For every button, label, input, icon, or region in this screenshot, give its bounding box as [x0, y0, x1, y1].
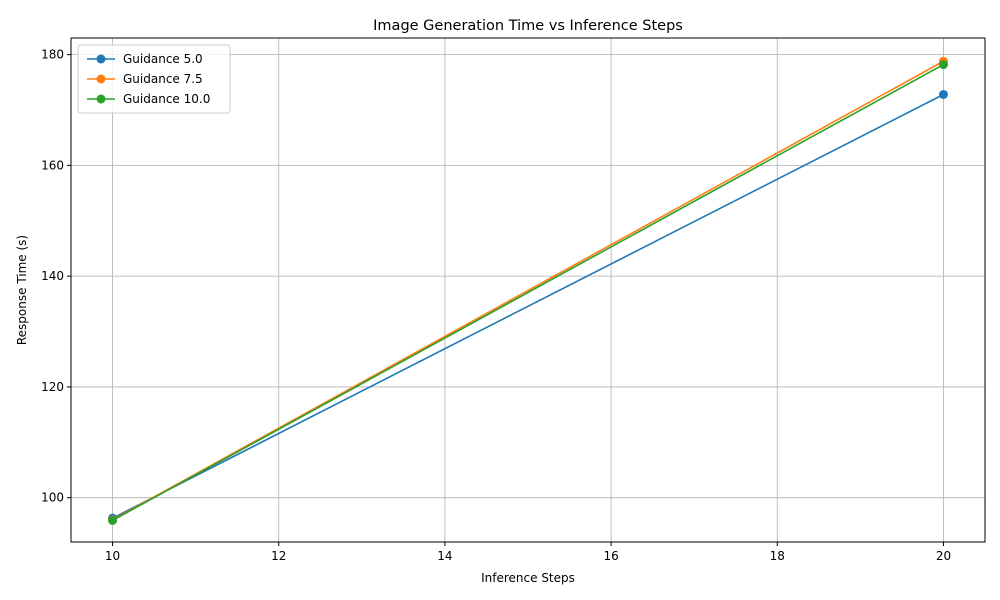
y-axis-label: Response Time (s)	[15, 235, 29, 345]
legend-label: Guidance 10.0	[123, 92, 210, 106]
y-tick-label: 120	[41, 380, 64, 394]
legend-item: Guidance 7.5	[87, 72, 203, 86]
x-axis-label: Inference Steps	[481, 571, 575, 585]
legend-box	[77, 44, 231, 114]
chart-title: Image Generation Time vs Inference Steps	[373, 18, 683, 34]
legend-marker	[96, 54, 106, 64]
y-tick-label: 180	[41, 48, 64, 62]
series-line-guidance-10-0	[112, 63, 944, 522]
legend-label: Guidance 7.5	[123, 72, 203, 86]
x-tick-label: 20	[936, 549, 951, 563]
legend-marker	[96, 74, 106, 84]
series-line-guidance-5-0	[112, 93, 944, 519]
x-axis-ticks: 10 12 14 16 18 20	[105, 542, 951, 563]
legend: Guidance 5.0 Guidance 7.5 Guidance 10.0	[77, 44, 231, 114]
legend-item: Guidance 5.0	[87, 52, 203, 66]
series-group	[108, 56, 948, 525]
legend-item: Guidance 10.0	[87, 92, 210, 106]
y-tick-label: 140	[41, 269, 64, 283]
legend-label: Guidance 5.0	[123, 52, 203, 66]
y-axis-ticks: 100 120 140 160 180	[41, 48, 71, 505]
x-tick-label: 12	[271, 549, 286, 563]
y-tick-label: 100	[41, 491, 64, 505]
legend-marker	[96, 94, 106, 104]
series-line-guidance-7-5	[112, 60, 944, 521]
plot-frame	[70, 37, 986, 543]
x-tick-label: 10	[105, 549, 120, 563]
x-tick-label: 16	[603, 549, 618, 563]
x-tick-label: 18	[770, 549, 785, 563]
data-point-guidance-5-0	[938, 89, 948, 99]
data-point-guidance-10-0	[108, 515, 118, 525]
y-tick-label: 160	[41, 158, 64, 172]
data-point-guidance-10-0	[938, 60, 948, 70]
x-tick-label: 14	[437, 549, 452, 563]
